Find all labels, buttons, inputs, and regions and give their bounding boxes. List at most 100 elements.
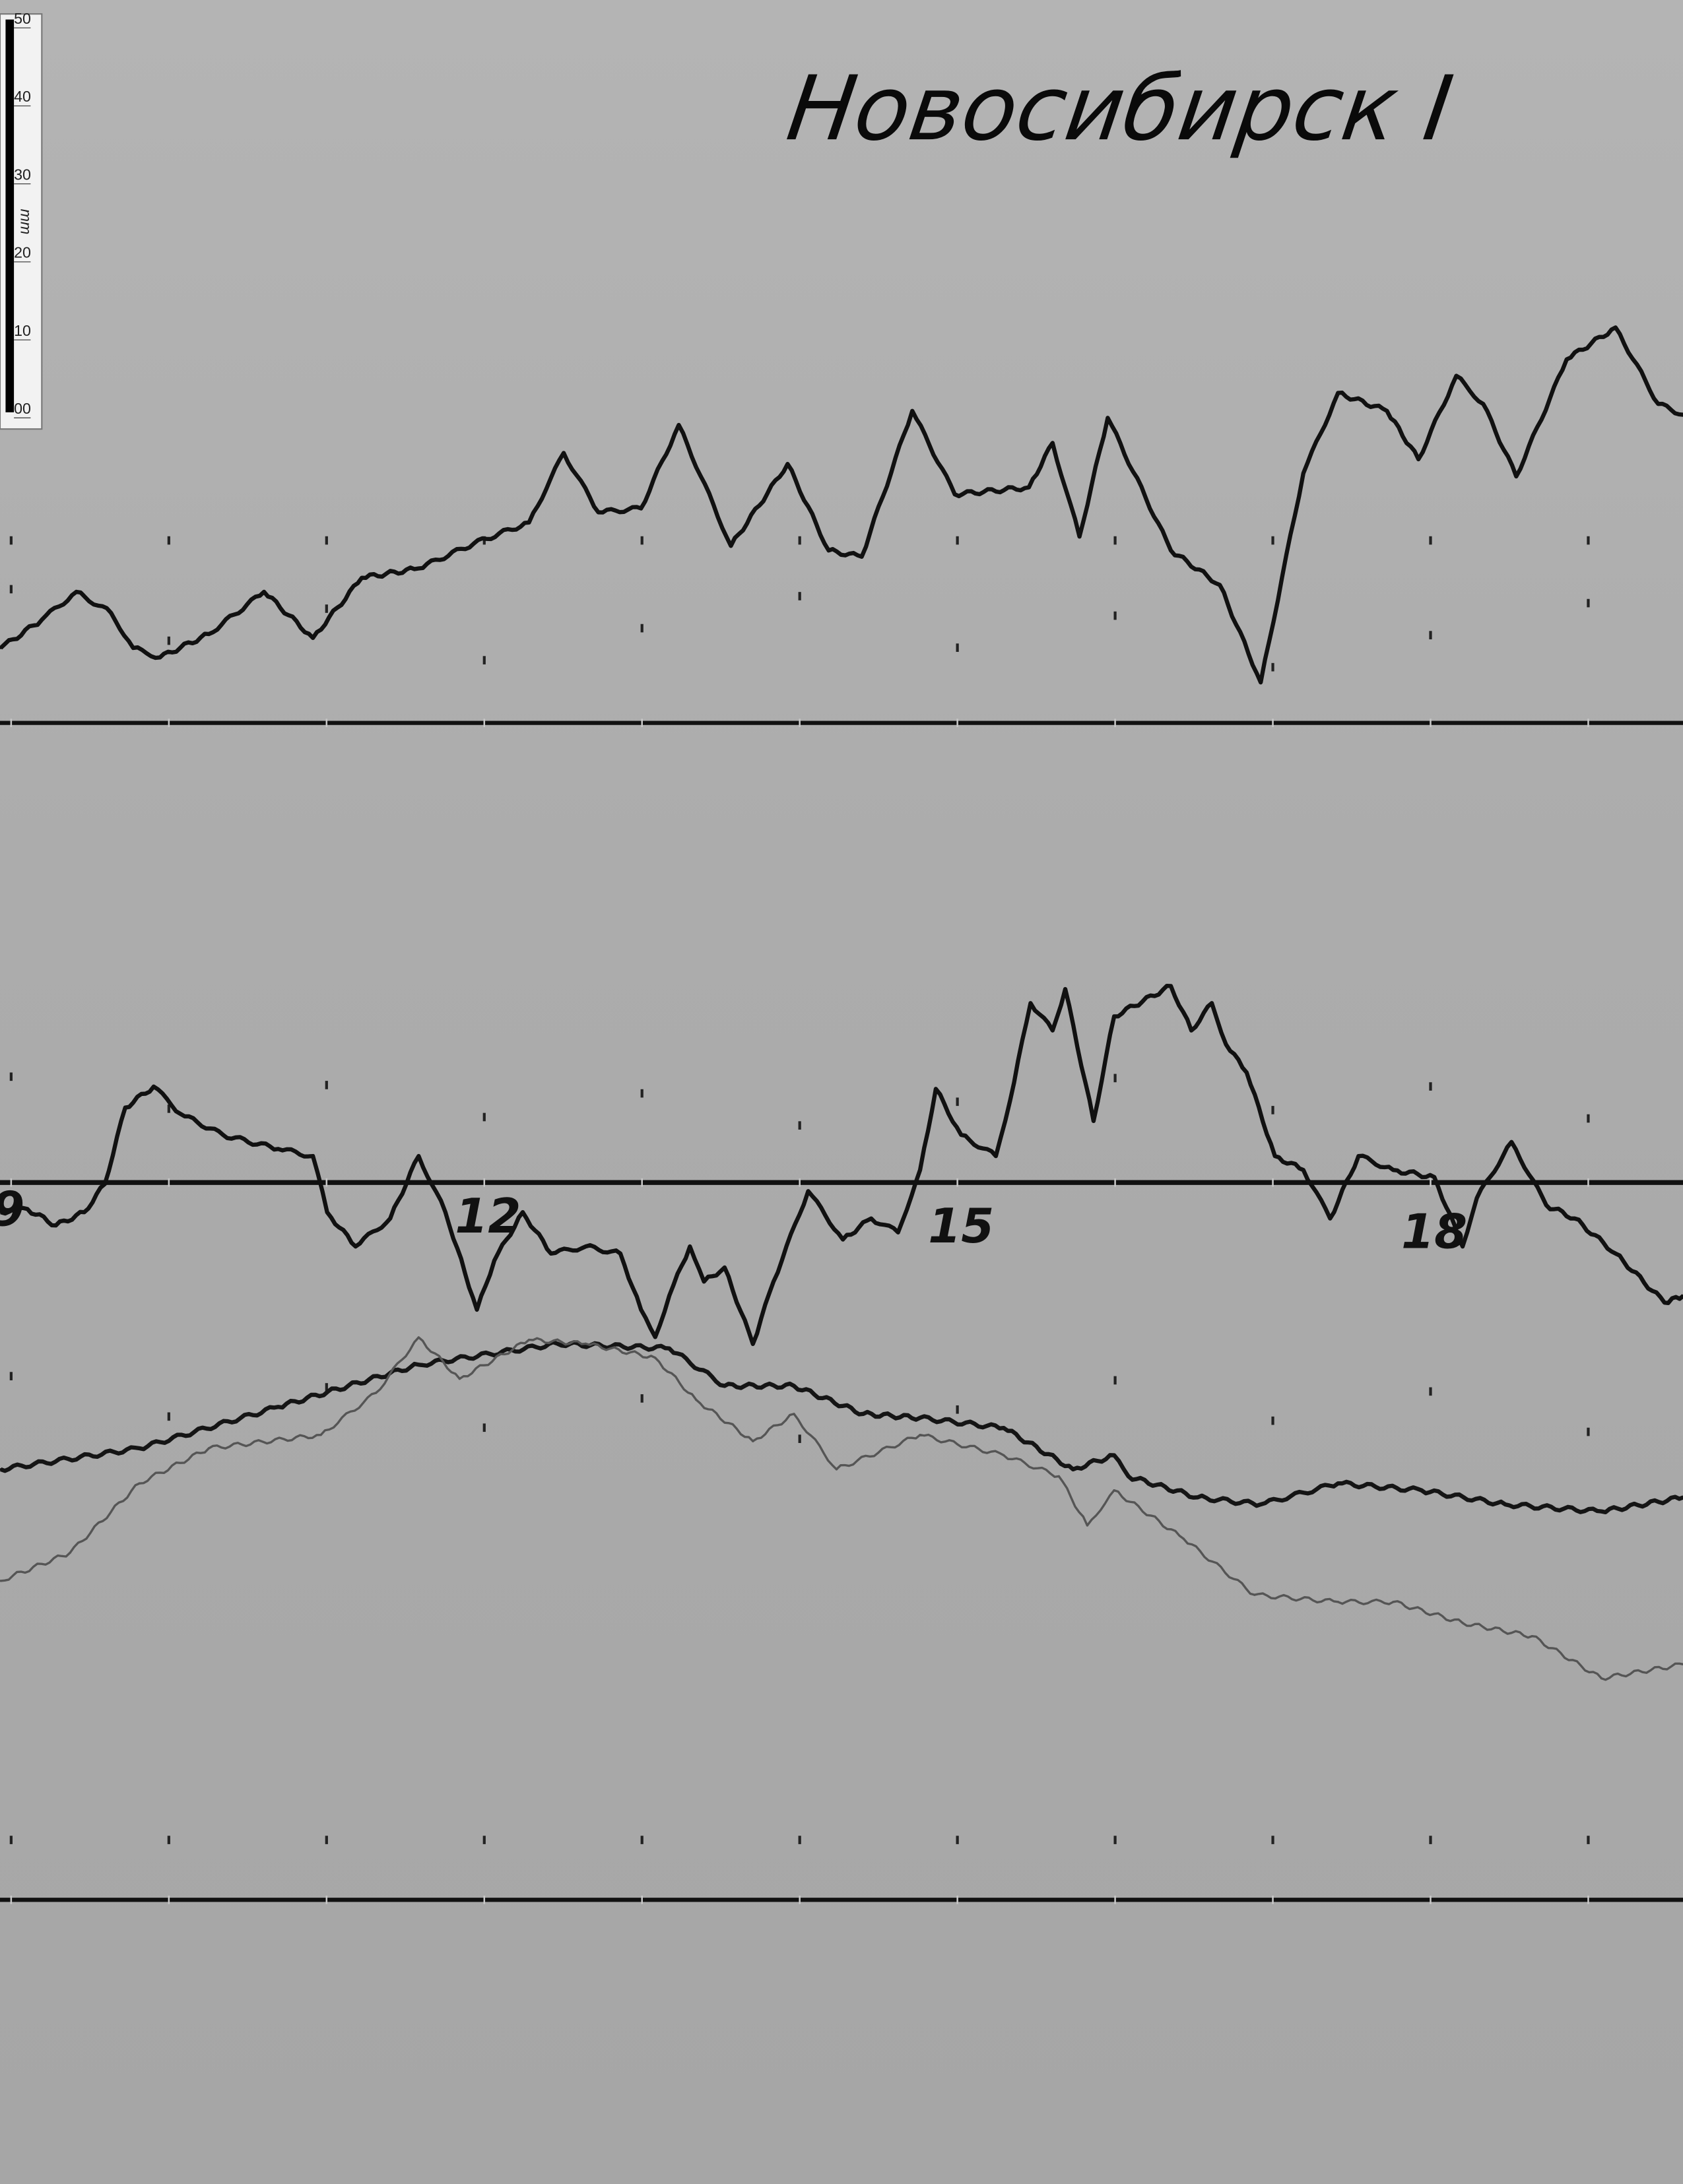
hour-mark-dot [482, 656, 486, 664]
hour-mark-dot [956, 1836, 959, 1844]
trace-point [277, 1405, 280, 1408]
trace-point [677, 424, 680, 426]
hour-label: 15 [928, 1198, 994, 1254]
trace-point [772, 1280, 775, 1283]
hour-mark-dot [1587, 1114, 1590, 1123]
hour-mark-dot [640, 624, 644, 633]
trace-point [752, 1343, 754, 1345]
trace-point [1072, 1468, 1074, 1471]
trace-point [640, 1308, 642, 1311]
trace-point [1573, 1217, 1576, 1220]
trace-point [1051, 1029, 1054, 1032]
hour-mark-dot [482, 1423, 486, 1432]
trace-point [584, 1245, 587, 1248]
hour-mark-dot [1271, 1416, 1274, 1425]
trace-point [1545, 1204, 1548, 1207]
hour-mark-dot [640, 1394, 644, 1403]
trace-point [389, 1217, 391, 1220]
hour-mark-dot [1113, 611, 1117, 620]
hour-mark-dot [167, 1836, 170, 1844]
hour-mark-dot [1271, 536, 1274, 545]
trace-point [26, 1207, 29, 1211]
trace-point [1600, 1510, 1603, 1513]
hour-mark-dot [798, 1836, 801, 1844]
trace-point [862, 1413, 865, 1415]
trace-point [584, 1342, 587, 1345]
trace-point [1566, 358, 1568, 361]
hour-mark-dot [1429, 536, 1432, 545]
trace-point [619, 1252, 622, 1255]
trace-point [919, 1417, 921, 1419]
hour-mark-dot [1587, 1836, 1590, 1844]
trace-point [911, 410, 913, 412]
hour-mark-dot [1587, 536, 1590, 545]
hour-mark-dot [1271, 662, 1274, 672]
trace-point [263, 591, 265, 593]
trace-point [375, 1392, 378, 1394]
scale-label: 50 [14, 10, 31, 27]
trace-point [1420, 1489, 1423, 1492]
trace-point [1461, 1621, 1464, 1624]
trace-point [110, 612, 112, 614]
trace-point [1461, 1245, 1464, 1248]
trace-point [1302, 1169, 1305, 1171]
trace-point [1218, 583, 1221, 587]
hour-mark-dot [798, 1121, 801, 1130]
trace-point [325, 1211, 329, 1213]
hour-mark-dot [1113, 1074, 1117, 1083]
hour-mark-dot [640, 536, 644, 545]
trace-point [1515, 475, 1518, 478]
hour-mark-dot [9, 1372, 13, 1380]
trace-point [1475, 1197, 1478, 1200]
station-title: Новосибирск I [781, 57, 1459, 161]
hour-mark-dot [9, 536, 13, 545]
hour-mark-dot [798, 1434, 801, 1443]
trace-point [827, 549, 830, 552]
trace-point [935, 1087, 937, 1091]
hour-mark-dot [167, 1104, 170, 1113]
trace-point [277, 1147, 280, 1151]
trace-point [1657, 402, 1660, 405]
trace-point [653, 1357, 657, 1359]
trace-point [1113, 1454, 1115, 1457]
trace-point [729, 544, 733, 547]
trace-point [417, 567, 420, 570]
trace-point [668, 1347, 671, 1350]
trace-point [1302, 472, 1305, 475]
trace-point [0, 1580, 2, 1582]
trace-line-4 [0, 1336, 1683, 1681]
hour-mark-dot [325, 536, 328, 545]
trace-point [1357, 1155, 1360, 1157]
trace-point [493, 1259, 496, 1262]
trace-point [807, 1190, 810, 1192]
trace-point [1078, 535, 1081, 538]
trace-point [417, 1155, 420, 1157]
trace-point [960, 1134, 962, 1136]
trace-point [1433, 1176, 1436, 1178]
hour-mark-dot [1113, 1376, 1117, 1385]
hour-mark-dot [640, 1089, 644, 1098]
trace-point [723, 1384, 726, 1388]
trace-point [1182, 1537, 1185, 1540]
trace-point [1614, 1252, 1617, 1255]
trace-point [640, 507, 642, 510]
trace-point [360, 577, 363, 579]
hour-mark-dot [956, 643, 959, 652]
trace-point [104, 1182, 106, 1186]
hour-mark-dot [1587, 598, 1590, 608]
trace-point [723, 1266, 726, 1269]
trace-point [1455, 374, 1458, 377]
trace-point [1510, 1141, 1513, 1143]
hour-mark-dot [9, 1072, 13, 1081]
scale-label: 00 [14, 400, 31, 417]
hour-mark-dot [1429, 1082, 1432, 1091]
trace-point [1482, 402, 1484, 405]
trace-point [1253, 1593, 1256, 1596]
trace-point [793, 1384, 795, 1388]
hour-label: 12 [455, 1188, 521, 1244]
trace-point [703, 1280, 706, 1283]
trace-point [207, 633, 211, 635]
scale-label: 10 [14, 322, 31, 339]
trace-point [1003, 1454, 1005, 1457]
